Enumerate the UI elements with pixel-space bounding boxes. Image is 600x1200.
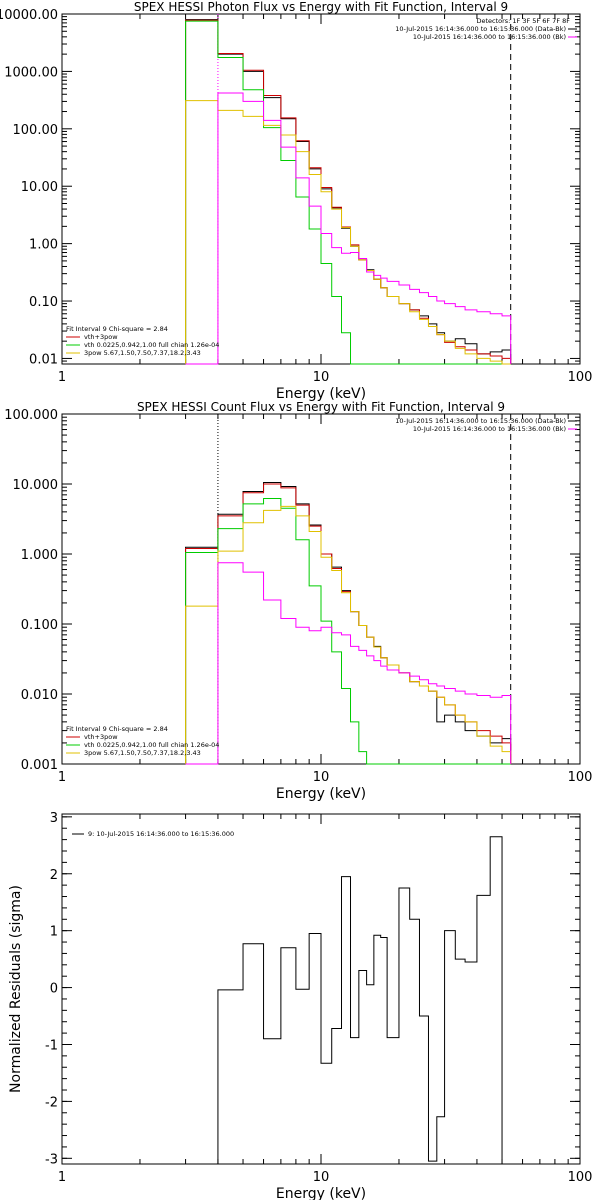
panel1-legend-detectors: Detectors: 1F 3F 5F 6F 7F 8F	[476, 17, 570, 25]
panel2-legend-fit-header: Fit Interval 9 Chi-square = 2.84	[66, 725, 168, 733]
panel3-y-tick-label: 2	[50, 868, 58, 883]
panel1-legend-fit-header: Fit Interval 9 Chi-square = 2.84	[66, 325, 168, 333]
panel1-y-tick-label: 100.00	[13, 123, 59, 138]
panel3-y-tick-label: -1	[45, 1038, 58, 1053]
panel1-y-tick-label: 1.00	[29, 238, 58, 253]
panel2-y-tick-label: 0.001	[21, 758, 58, 773]
panel2-x-tick-label: 1	[58, 770, 66, 785]
panel1-legend-entry: vth 0.0225,0.942,1.00 full chian 1.26e-0…	[84, 341, 219, 349]
panel1-series-data-bk	[185, 19, 512, 364]
panel3-y-tick-label: 3	[50, 811, 58, 826]
panel3-x-tick-label: 100	[568, 1170, 593, 1185]
panel2-y-tick-label: 10.000	[13, 478, 59, 493]
panel2-legend-entry: vth+3pow	[84, 733, 118, 741]
panel2-y-tick-label: 1.000	[21, 548, 58, 563]
panel1-y-tick-label: 1000.00	[4, 65, 58, 80]
panel3-x-axis-label: Energy (keV)	[276, 1186, 366, 1200]
panel3-series-9-10-jul-2015-16-14-36-000-to-16-15-36-000	[217, 836, 511, 1165]
panel1-x-tick-label: 100	[568, 370, 593, 385]
panel2-y-tick-label: 0.100	[21, 618, 58, 633]
panel3-y-tick-label: -3	[45, 1152, 58, 1167]
panel1-legend-entry: vth+3pow	[84, 333, 118, 341]
panel3-x-tick-label: 10	[313, 1170, 330, 1185]
panel2-series-bk	[185, 562, 512, 765]
panel2-chart-title: SPEX HESSI Count Flux vs Energy with Fit…	[137, 400, 505, 414]
panel1-legend-entry: 10-Jul-2015 16:14:36.000 to 16:15:36.000…	[413, 33, 566, 41]
panel2-series-data-bk	[185, 482, 512, 764]
panel1-chart-title: SPEX HESSI Photon Flux vs Energy with Fi…	[134, 0, 508, 14]
panel3-y-tick-label: -2	[45, 1095, 58, 1110]
panel1-y-tick-label: 10.00	[21, 180, 58, 195]
panel2-x-tick-label: 100	[568, 770, 593, 785]
panel2-series-vth	[185, 498, 511, 765]
panel1-series-vth-3pow	[185, 19, 512, 364]
panel3-legend-entry: 9: 10-Jul-2015 16:14:36.000 to 16:15:36.…	[88, 830, 234, 838]
panel3-x-tick-label: 1	[58, 1170, 66, 1185]
panel3-y-axis-label: Normalized Residuals (sigma)	[8, 885, 24, 1093]
panel1-series-3pow	[185, 100, 511, 365]
panel1-x-tick-label: 10	[313, 370, 330, 385]
panel2-y-tick-label: 0.010	[21, 688, 58, 703]
panel1-series-vth	[185, 20, 511, 365]
panel1-y-tick-label: 0.01	[29, 352, 58, 367]
panel2-legend-entry: 10-Jul-2015 16:14:36.000 to 16:15:36.000…	[395, 417, 566, 425]
panel2-legend-entry: 3pow 5.67,1.50,7.50,7.37,18.2,3.43	[84, 749, 201, 757]
panel3-y-tick-label: 1	[50, 925, 58, 940]
panel1-y-tick-label: 0.10	[29, 295, 58, 310]
panel2-x-tick-label: 10	[313, 770, 330, 785]
panel1-legend-entry: 3pow 5.67,1.50,7.50,7.37,18.2,3.43	[84, 349, 201, 357]
panel2-y-tick-label: 100.000	[4, 408, 58, 423]
panel1-legend-entry: 10-Jul-2015 16:14:36.000 to 16:15:36.000…	[395, 25, 566, 33]
panel3-y-tick-label: 0	[50, 982, 58, 997]
panel1-y-tick-label: 10000.00	[0, 8, 58, 23]
panel2-legend-entry: vth 0.0225,0.942,1.00 full chian 1.26e-0…	[84, 741, 219, 749]
panel1-series-bk	[185, 92, 512, 365]
panel2-series-3pow	[185, 505, 512, 764]
panel2-x-axis-label: Energy (keV)	[276, 786, 366, 802]
panel1-x-axis-label: Energy (keV)	[276, 386, 366, 402]
panel2-legend-entry: 10-Jul-2015 16:14:36.000 to 16:15:36.000…	[413, 425, 566, 433]
panel1-x-tick-label: 1	[58, 370, 66, 385]
